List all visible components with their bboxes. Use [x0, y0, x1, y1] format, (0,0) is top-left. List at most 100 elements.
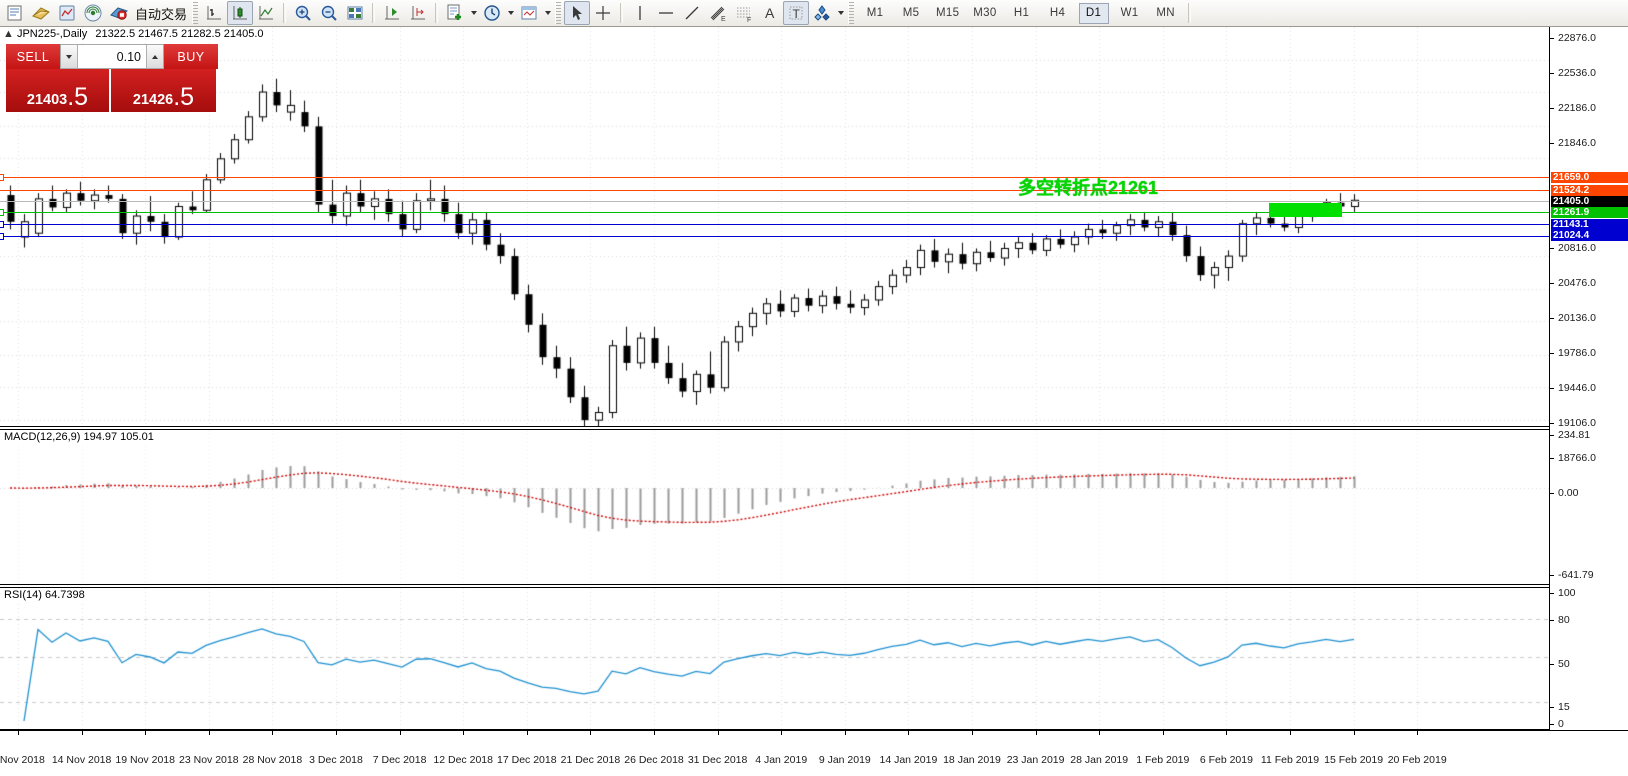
time-axis-tick — [1035, 731, 1037, 735]
time-axis-tick — [654, 731, 655, 735]
ohlc-values: 21322.5 21467.5 21282.5 21405.0 — [95, 28, 264, 40]
price-label-last[interactable]: 21405.0 — [1551, 196, 1628, 207]
zoom-in-icon[interactable] — [290, 1, 316, 25]
bar-chart-icon[interactable] — [201, 1, 227, 25]
objects-dropdown-arrow[interactable] — [835, 2, 846, 24]
sell-button[interactable]: SELL — [6, 44, 60, 69]
volume-decrease-button[interactable] — [61, 45, 78, 68]
buy-price-frac: .5 — [173, 83, 195, 111]
price-label-support-2[interactable]: 21024.4 — [1551, 230, 1628, 241]
vertical-line-icon[interactable] — [627, 1, 653, 25]
auto-trading-icon[interactable] — [106, 1, 132, 25]
time-axis-tick — [145, 731, 147, 735]
buy-button[interactable]: BUY — [164, 44, 218, 69]
rsi-pane[interactable] — [0, 587, 1549, 730]
timeframe-m5[interactable]: M5 — [902, 7, 920, 19]
resistance-line-21524[interactable] — [0, 190, 1549, 191]
chart-shift-icon[interactable] — [342, 1, 368, 25]
toolbar-grip-3[interactable] — [848, 2, 855, 24]
candlestick-chart-icon[interactable] — [227, 1, 254, 25]
horizontal-line-icon[interactable] — [653, 1, 679, 25]
price-canvas[interactable] — [0, 27, 1549, 426]
time-axis-label: 19 Nov 2018 — [115, 754, 175, 766]
price-label-resistance-2[interactable]: 21524.2 — [1551, 185, 1628, 196]
trendline-icon[interactable] — [679, 1, 705, 25]
time-axis-label: 6 Feb 2019 — [1199, 754, 1253, 766]
time-axis-tick — [18, 731, 19, 735]
signals-icon[interactable] — [80, 1, 106, 25]
volume-increase-button[interactable] — [146, 45, 163, 68]
price-pane[interactable] — [0, 27, 1549, 427]
price-tick: 22876.0 — [1550, 32, 1628, 44]
period-icon[interactable] — [479, 1, 505, 25]
toolbar-separator-2 — [372, 3, 376, 23]
main-toolbar[interactable]: 自动交易 — [0, 0, 1628, 27]
timeframe-m15[interactable]: M15 — [936, 7, 960, 19]
resistance-line-21659[interactable] — [0, 177, 1549, 178]
macd-canvas[interactable] — [0, 430, 1549, 584]
book-icon[interactable] — [28, 1, 54, 25]
templates-icon[interactable] — [516, 1, 542, 25]
terminal-icon[interactable] — [54, 1, 80, 25]
rsi-tick: 0 — [1550, 718, 1628, 730]
time-axis-tick — [81, 731, 83, 735]
buy-price-button[interactable]: 21426 .5 — [111, 69, 216, 112]
support-line-21143[interactable] — [0, 224, 1549, 225]
pivot-handle-21261[interactable] — [0, 209, 4, 216]
price-label-support-1[interactable]: 21143.1 — [1551, 219, 1628, 230]
chart-shift-end-icon[interactable] — [405, 1, 431, 25]
pivot-annotation-label[interactable]: 多空转折点21261 — [1018, 178, 1159, 198]
price-label-resistance-1[interactable]: 21659.0 — [1551, 172, 1628, 183]
timeframe-m1[interactable]: M1 — [866, 7, 884, 19]
sell-price-button[interactable]: 21403 .5 — [6, 69, 111, 112]
support-line-21024[interactable] — [0, 236, 1549, 237]
timeframe-m30[interactable]: M30 — [973, 7, 997, 19]
text-label-icon[interactable]: A — [757, 1, 783, 25]
support-handle-21024[interactable] — [0, 233, 4, 240]
fibonacci-icon[interactable]: F — [731, 1, 757, 25]
zoom-out-icon[interactable] — [316, 1, 342, 25]
volume-stepper[interactable]: 0.10 — [60, 44, 164, 69]
cursor-icon[interactable] — [564, 1, 591, 25]
chart-area[interactable]: ▲ JPN225-,Daily 21322.5 21467.5 21282.5 … — [0, 27, 1628, 776]
time-axis-tick — [272, 731, 274, 735]
sell-price-main: 21403 — [26, 92, 68, 108]
time-axis-label: 26 Dec 2018 — [624, 754, 684, 766]
one-click-trading-panel[interactable]: SELL 0.10 BUY 21403 .5 21426 .5 — [6, 44, 218, 112]
timeframe-d1[interactable]: D1 — [1078, 2, 1109, 24]
period-dropdown-arrow[interactable] — [505, 2, 516, 24]
toolbar-grip[interactable] — [192, 2, 199, 24]
pivot-line-21261[interactable] — [0, 212, 1549, 213]
time-axis-label: 14 Nov 2018 — [51, 754, 112, 766]
collapse-icon[interactable]: ▲ — [3, 28, 14, 40]
sell-price-frac: .5 — [67, 83, 89, 111]
timeframe-h1[interactable]: H1 — [1013, 7, 1030, 19]
indicators-dropdown-arrow[interactable] — [468, 2, 479, 24]
rsi-canvas[interactable] — [0, 588, 1549, 729]
auto-scroll-icon[interactable] — [379, 1, 405, 25]
new-order-icon[interactable] — [2, 1, 28, 25]
price-label-pivot[interactable]: 21261.9 — [1551, 207, 1628, 218]
price-axis[interactable]: 22876.0 22536.0 22186.0 21846.0 20816.0 … — [1549, 27, 1628, 730]
macd-tick: -641.79 — [1550, 569, 1628, 581]
resistance-handle-21659[interactable] — [0, 174, 4, 181]
timeframe-w1[interactable]: W1 — [1120, 7, 1139, 19]
crosshair-icon[interactable] — [590, 1, 616, 25]
timeframe-h4[interactable]: H4 — [1049, 7, 1066, 19]
support-handle-21143[interactable] — [0, 221, 4, 228]
line-chart-icon[interactable] — [253, 1, 279, 25]
toolbar-grip-2[interactable] — [555, 2, 562, 24]
pivot-highlight-block[interactable] — [1269, 203, 1342, 217]
macd-pane[interactable] — [0, 429, 1549, 585]
auto-trading-label[interactable]: 自动交易 — [135, 6, 188, 22]
text-icon[interactable]: T — [783, 1, 810, 25]
objects-icon[interactable] — [809, 1, 835, 25]
equidistant-channel-icon[interactable]: E — [705, 1, 731, 25]
volume-value[interactable]: 0.10 — [116, 49, 141, 64]
rsi-tick: 100 — [1550, 587, 1628, 599]
time-axis-label: 15 Feb 2019 — [1324, 754, 1384, 766]
timeframe-mn[interactable]: MN — [1156, 7, 1175, 19]
indicators-icon[interactable] — [442, 1, 468, 25]
templates-dropdown-arrow[interactable] — [542, 2, 553, 24]
